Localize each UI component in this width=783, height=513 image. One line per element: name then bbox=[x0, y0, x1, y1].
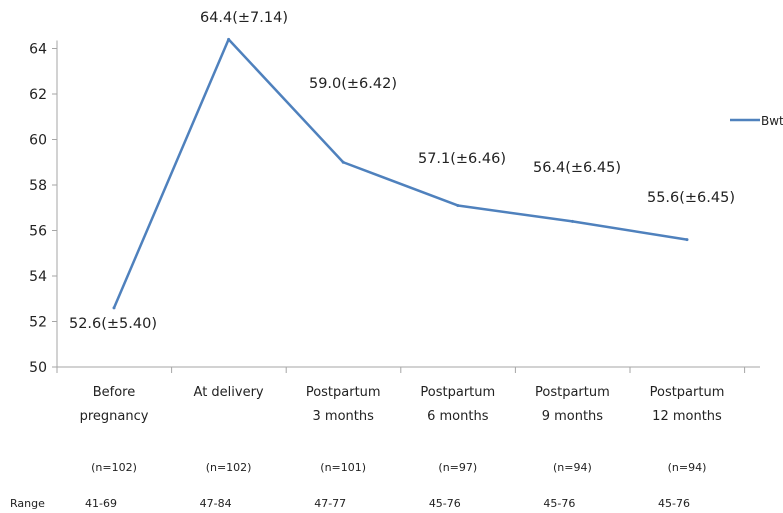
x-category-label: 3 months bbox=[313, 409, 375, 424]
x-category-label: Postpartum bbox=[420, 385, 495, 400]
sample-size-label: (n=94) bbox=[553, 461, 592, 474]
x-category-label: 12 months bbox=[652, 409, 722, 424]
series-line-bwt bbox=[112, 38, 688, 309]
data-label: 57.1(±6.46) bbox=[418, 151, 506, 167]
range-value: 47-77 bbox=[314, 497, 346, 510]
range-value: 45-76 bbox=[429, 497, 461, 510]
sample-size-label: (n=101) bbox=[320, 461, 366, 474]
data-label: 56.4(±6.45) bbox=[533, 160, 621, 176]
sample-size-label: (n=94) bbox=[668, 461, 707, 474]
range-value: 41-69 bbox=[85, 497, 117, 510]
x-category-label: Before bbox=[93, 385, 136, 400]
y-tick-label: 56 bbox=[29, 224, 47, 240]
range-value: 45-76 bbox=[658, 497, 690, 510]
y-tick-label: 64 bbox=[29, 42, 47, 58]
data-label: 59.0(±6.42) bbox=[309, 76, 397, 92]
data-label: 52.6(±5.40) bbox=[69, 316, 157, 332]
x-category-label: Postpartum bbox=[650, 385, 725, 400]
y-tick-label: 60 bbox=[29, 133, 47, 149]
y-tick-label: 62 bbox=[29, 87, 47, 103]
x-category-label: 9 months bbox=[542, 409, 604, 424]
x-category-label: 6 months bbox=[427, 409, 489, 424]
data-point bbox=[341, 160, 345, 164]
data-label: 64.4(±7.14) bbox=[200, 10, 288, 26]
y-tick-label: 58 bbox=[29, 178, 47, 194]
data-point bbox=[112, 306, 116, 310]
x-category-label: At delivery bbox=[194, 385, 264, 400]
range-value: 45-76 bbox=[543, 497, 575, 510]
x-category-label: pregnancy bbox=[80, 409, 149, 424]
data-point bbox=[227, 37, 231, 41]
legend-label: Bwt(kg) bbox=[761, 114, 783, 128]
sample-size-label: (n=102) bbox=[206, 461, 252, 474]
range-value: 47-84 bbox=[200, 497, 232, 510]
y-tick-label: 52 bbox=[29, 315, 47, 331]
data-point bbox=[570, 219, 574, 223]
data-point bbox=[685, 238, 689, 242]
sample-size-label: (n=97) bbox=[438, 461, 477, 474]
y-tick-label: 50 bbox=[29, 360, 47, 376]
sample-size-label: (n=102) bbox=[91, 461, 137, 474]
data-label: 55.6(±6.45) bbox=[647, 190, 735, 206]
x-category-label: Postpartum bbox=[306, 385, 381, 400]
x-category-label: Postpartum bbox=[535, 385, 610, 400]
data-point bbox=[456, 203, 460, 207]
range-title: Range bbox=[10, 497, 45, 510]
y-tick-label: 54 bbox=[29, 269, 47, 285]
